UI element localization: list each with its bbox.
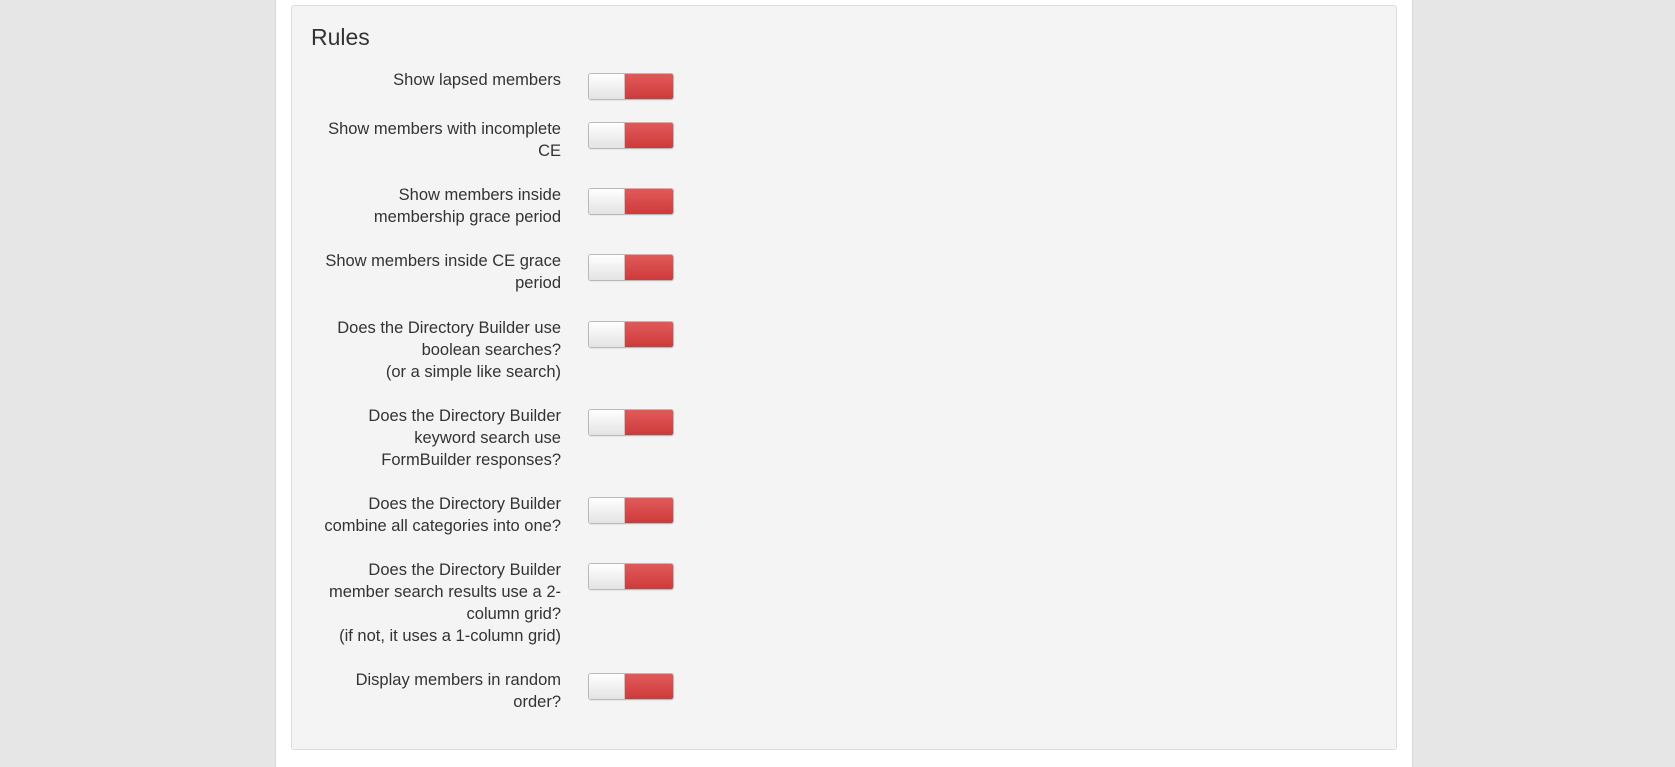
- toggle-knob: [589, 674, 625, 699]
- rule-label: Does the Directory Builder use boolean s…: [337, 319, 561, 381]
- toggle-knob: [589, 322, 625, 347]
- rule-label: Show members inside membership grace per…: [373, 186, 561, 226]
- rule-label: Show lapsed members: [393, 71, 561, 89]
- show-incomplete-ce-toggle[interactable]: [588, 122, 674, 149]
- toggle-track-off: [625, 498, 673, 523]
- toggle-knob: [589, 74, 625, 99]
- toggle-track-off: [625, 564, 673, 589]
- rule-label: Does the Directory Builder member search…: [328, 561, 561, 645]
- toggle-knob: [589, 255, 625, 280]
- toggle-track-off: [625, 123, 673, 148]
- boolean-searches-toggle[interactable]: [588, 321, 674, 348]
- toggle-knob: [589, 189, 625, 214]
- rule-label: Show members inside CE grace period: [325, 252, 561, 292]
- toggle-track-off: [625, 322, 673, 347]
- toggle-track-off: [625, 74, 673, 99]
- rule-label: Does the Directory Builder combine all c…: [324, 495, 561, 535]
- membership-grace-period-toggle[interactable]: [588, 188, 674, 215]
- page-container: Rules Show lapsed members Show members w…: [275, 0, 1413, 767]
- rules-panel: Rules Show lapsed members Show members w…: [291, 5, 1397, 750]
- show-lapsed-members-toggle[interactable]: [588, 73, 674, 100]
- toggle-track-off: [625, 189, 673, 214]
- rule-label: Show members with incomplete CE: [328, 120, 561, 160]
- two-column-grid-toggle[interactable]: [588, 563, 674, 590]
- rule-label: Display members in random order?: [355, 671, 561, 711]
- toggle-knob: [589, 564, 625, 589]
- combine-categories-toggle[interactable]: [588, 497, 674, 524]
- toggle-knob: [589, 410, 625, 435]
- rule-label: Does the Directory Builder keyword searc…: [368, 407, 561, 469]
- panel-title: Rules: [311, 24, 370, 50]
- toggle-track-off: [625, 255, 673, 280]
- random-order-toggle[interactable]: [588, 673, 674, 700]
- toggle-track-off: [625, 410, 673, 435]
- ce-grace-period-toggle[interactable]: [588, 254, 674, 281]
- toggle-track-off: [625, 674, 673, 699]
- formbuilder-responses-toggle[interactable]: [588, 409, 674, 436]
- toggle-knob: [589, 123, 625, 148]
- toggle-knob: [589, 498, 625, 523]
